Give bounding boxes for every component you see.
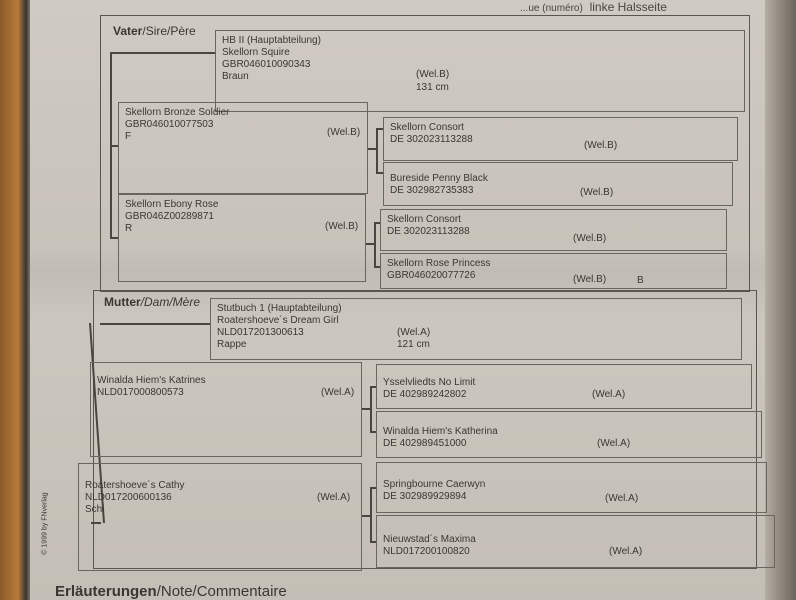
notes-title: Erläuterungen/Note/Commentaire <box>55 583 287 600</box>
dam-section <box>93 290 757 569</box>
pedigree-paper <box>30 0 765 600</box>
sire-grandparent-box: Skellorn Consort DE 302023113288 (Wel.B) <box>383 117 738 161</box>
header-partial-text: ...ue (numéro) <box>520 3 583 14</box>
sire-grandparent-box: Skellorn Rose Princess GBR046020077726 (… <box>380 253 727 289</box>
copyright: © 1999 by FNverlag <box>41 492 49 555</box>
dam-box: Stutbuch 1 (Hauptabteilung) Roatershoeve… <box>210 298 742 360</box>
sire-grandparent-box: Bureside Penny Black DE 302982735383 (We… <box>383 162 733 206</box>
sire-parent-box: Skellorn Bronze Soldier GBR046010077503 … <box>118 102 368 194</box>
dam-grandparent-box: Ysselvliedts No Limit DE 402989242802 (W… <box>376 364 752 409</box>
dam-section-title: Mutter/Dam/Mère <box>104 295 201 309</box>
sire-section-title: Vater/Sire/Père <box>113 24 196 38</box>
dam-parent-box: Roatershoeve´s Cathy NLD017200600136 Sch… <box>78 463 362 571</box>
sire-section <box>100 15 750 292</box>
header-side: linke Halsseite <box>589 0 667 14</box>
header: ...ue (numéro) linke Halsseite <box>520 0 667 14</box>
sire-grandparent-box: Skellorn Consort DE 302023113288 (Wel.B) <box>380 209 727 251</box>
dam-grandparent-box: Nieuwstad´s Maxima NLD017200100820 (Wel.… <box>376 515 775 568</box>
sire-box: HB II (Hauptabteilung) Skellorn Squire G… <box>215 30 745 112</box>
dam-parent-box: Winalda Hiem's Katrines NLD017000800573 … <box>90 362 362 457</box>
dam-grandparent-box: Springbourne Caerwyn DE 302989929894 (We… <box>376 462 767 513</box>
dam-grandparent-box: Winalda Hiem's Katherina DE 402989451000… <box>376 411 762 458</box>
sire-parent-box: Skellorn Ebony Rose GBR046Z00289871 R (W… <box>118 194 366 282</box>
